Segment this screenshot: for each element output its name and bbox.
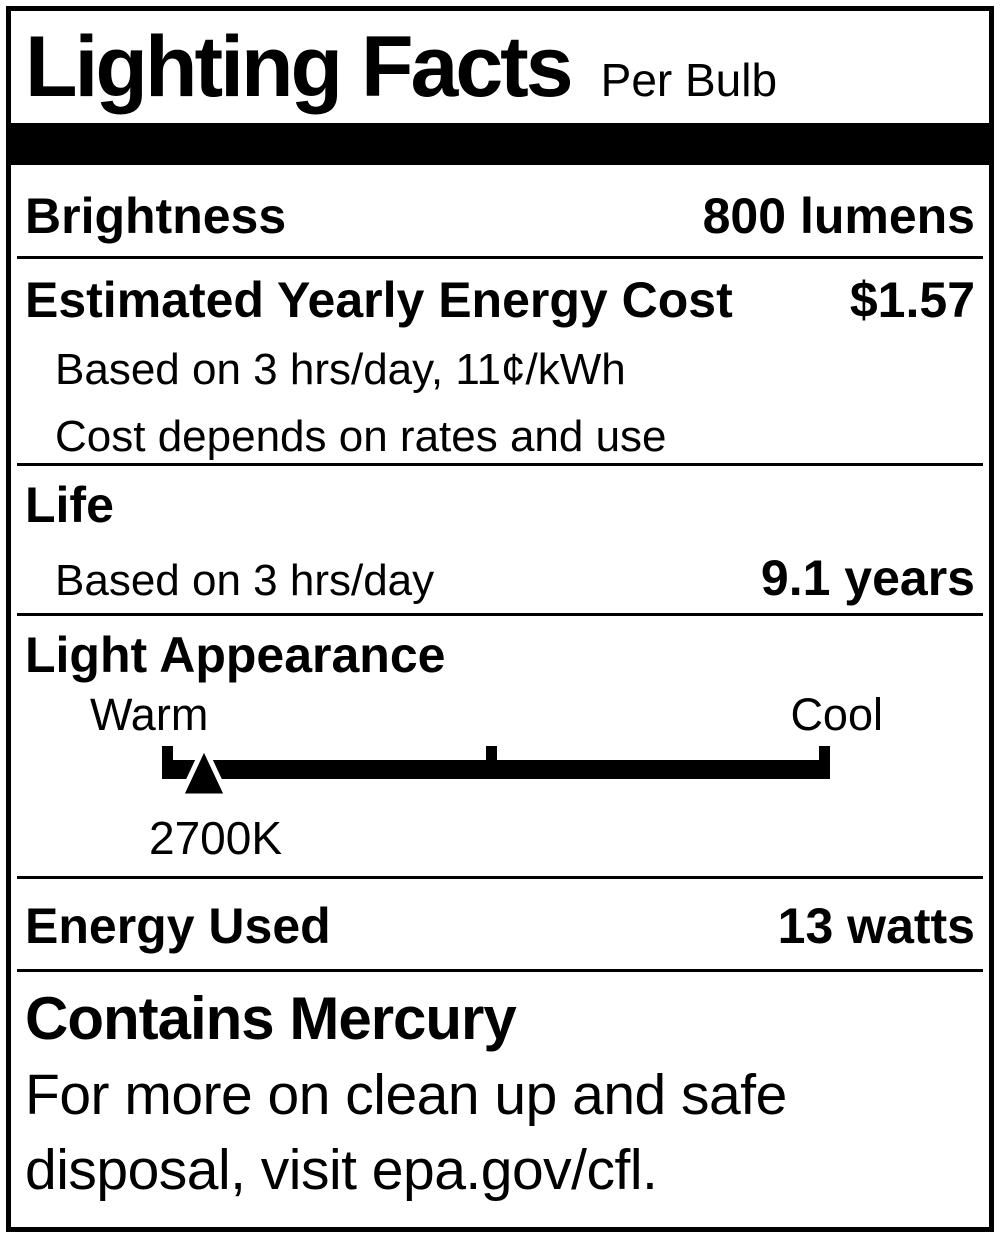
cool-label: Cool [790,689,883,740]
energy-cost-section: Estimated Yearly Energy Cost $1.57 Based… [17,259,983,466]
kelvin-value: 2700K [149,812,283,865]
light-appearance-label: Light Appearance [25,627,446,683]
life-row: Based on 3 hrs/day 9.1 years [25,549,975,607]
energy-used-label: Energy Used [25,898,331,954]
mercury-text: For more on clean up and safe disposal, … [25,1063,787,1203]
label-title: Lighting Facts [25,19,574,115]
energy-cost-basis: Based on 3 hrs/day, 11¢/kWh [55,345,626,394]
marker-triangle-icon [177,741,231,799]
warm-label: Warm [90,689,209,740]
energy-cost-label: Estimated Yearly Energy Cost [25,272,733,328]
light-appearance-section: Light Appearance Warm Cool 2700K [17,616,983,879]
brightness-value: 800 lumens [702,188,975,244]
life-label: Life [25,477,114,533]
brightness-label: Brightness [25,188,287,244]
life-basis: Based on 3 hrs/day [55,556,435,605]
color-temperature-scale [162,741,830,799]
scale-tick-left [162,746,173,780]
per-bulb-subtitle: Per Bulb [600,54,778,106]
life-value: 9.1 years [760,550,975,606]
mercury-section: Contains Mercury For more on clean up an… [17,972,983,1227]
mercury-heading: Contains Mercury [25,985,517,1052]
label-header: Lighting Facts Per Bulb [11,11,989,123]
scale-tick-right [819,746,830,780]
energy-cost-heading-row: Estimated Yearly Energy Cost $1.57 [25,273,975,327]
scale-labels-row: Warm Cool [25,689,975,740]
lighting-facts-label: Lighting Facts Per Bulb Brightness 800 l… [6,6,994,1232]
scale-tick-middle [486,746,497,780]
energy-used-row: Energy Used 13 watts [17,879,983,972]
brightness-row: Brightness 800 lumens [17,165,983,259]
energy-cost-note: Cost depends on rates and use [55,412,667,461]
life-section: Life Based on 3 hrs/day 9.1 years [17,466,983,616]
header-divider-bar [11,123,989,165]
energy-used-value: 13 watts [777,898,975,954]
energy-cost-value: $1.57 [849,272,975,328]
